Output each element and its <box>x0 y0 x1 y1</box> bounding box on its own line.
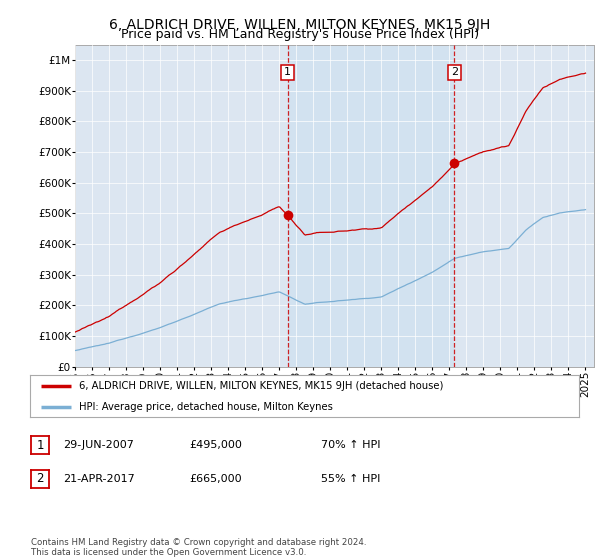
Text: 2: 2 <box>37 472 44 486</box>
Bar <box>287 45 454 367</box>
Text: 6, ALDRICH DRIVE, WILLEN, MILTON KEYNES, MK15 9JH: 6, ALDRICH DRIVE, WILLEN, MILTON KEYNES,… <box>109 18 491 32</box>
Text: 29-JUN-2007: 29-JUN-2007 <box>63 440 134 450</box>
Text: £495,000: £495,000 <box>189 440 242 450</box>
Text: 6, ALDRICH DRIVE, WILLEN, MILTON KEYNES, MK15 9JH (detached house): 6, ALDRICH DRIVE, WILLEN, MILTON KEYNES,… <box>79 381 444 391</box>
Text: Price paid vs. HM Land Registry's House Price Index (HPI): Price paid vs. HM Land Registry's House … <box>121 28 479 41</box>
Text: HPI: Average price, detached house, Milton Keynes: HPI: Average price, detached house, Milt… <box>79 402 333 412</box>
Text: £665,000: £665,000 <box>189 474 242 484</box>
Text: 1: 1 <box>284 67 291 77</box>
Text: 21-APR-2017: 21-APR-2017 <box>63 474 135 484</box>
Text: 1: 1 <box>37 438 44 452</box>
Text: 55% ↑ HPI: 55% ↑ HPI <box>321 474 380 484</box>
Text: 2: 2 <box>451 67 458 77</box>
Text: Contains HM Land Registry data © Crown copyright and database right 2024.
This d: Contains HM Land Registry data © Crown c… <box>31 538 367 557</box>
Text: 70% ↑ HPI: 70% ↑ HPI <box>321 440 380 450</box>
